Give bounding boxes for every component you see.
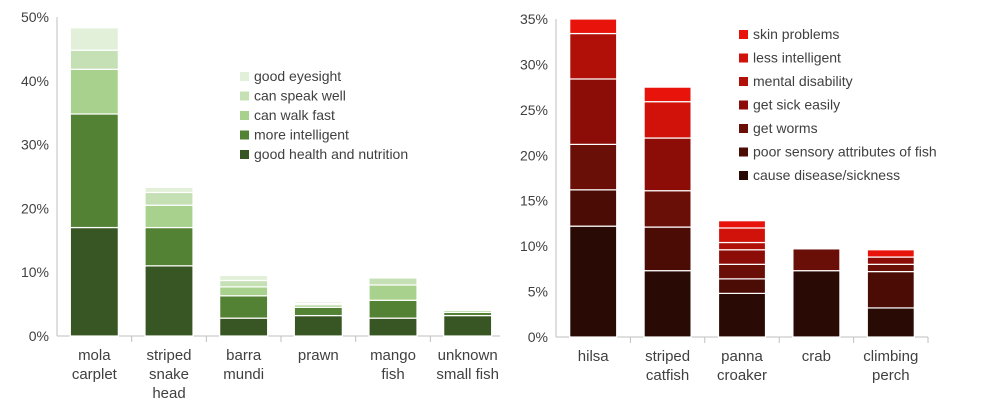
- left-category-label: unknown: [438, 347, 498, 364]
- right-y-tick-label: 10%: [520, 238, 548, 254]
- right-legend-label: skin problems: [753, 26, 839, 42]
- right-legend-label: poor sensory attributes of fish: [753, 144, 937, 160]
- right-bar-segment: [643, 190, 692, 228]
- right-legend-label: mental disability: [753, 73, 853, 89]
- right-bar-segment: [569, 225, 618, 338]
- left-legend-swatch: [240, 150, 249, 159]
- right-category-label: climbing: [863, 348, 918, 365]
- left-y-tick-label: 30%: [21, 137, 49, 153]
- left-bar-segment: [69, 226, 119, 337]
- left-y-tick-label: 50%: [21, 9, 49, 25]
- right-y-tick-label: 20%: [520, 147, 548, 163]
- right-bar-segment: [717, 220, 767, 229]
- right-bar-segment: [866, 263, 915, 273]
- right-category-label: hilsa: [578, 348, 610, 365]
- left-legend-swatch: [240, 72, 249, 81]
- right-y-tick-label: 30%: [520, 56, 548, 72]
- left-bar-segment: [293, 300, 343, 305]
- left-bar-segment: [219, 274, 269, 282]
- right-bar-segment: [792, 248, 841, 272]
- right-legend-swatch: [739, 53, 748, 63]
- right-legend-label: less intelligent: [753, 50, 841, 66]
- left-category-label: fish: [381, 366, 404, 383]
- left-legend-label: more intelligent: [254, 127, 349, 143]
- left-legend-swatch: [240, 111, 249, 120]
- right-bar-segment: [569, 189, 618, 227]
- right-category-label: perch: [872, 367, 910, 384]
- left-legend-label: can walk fast: [254, 107, 335, 123]
- right-category-label: croaker: [717, 367, 767, 384]
- right-category-label: catfish: [646, 367, 689, 384]
- right-legend-label: cause disease/sickness: [753, 167, 900, 183]
- left-stacked-bar-chart: 0% 10% 20% 30% 40% 50% mola carplet striped snake…: [21, 9, 500, 402]
- right-bar-segment: [717, 241, 767, 251]
- left-y-tick-label: 0%: [29, 328, 49, 344]
- left-bar-segment: [69, 27, 119, 51]
- right-bar-segment: [866, 270, 915, 309]
- left-legend-swatch: [240, 91, 249, 101]
- left-y-tick-label: 20%: [21, 200, 49, 216]
- left-y-tick-label: 10%: [21, 264, 49, 280]
- right-bar-segment: [717, 263, 767, 280]
- right-bar-segment: [569, 143, 618, 191]
- right-category-label: crab: [802, 348, 831, 365]
- right-legend-swatch: [739, 147, 748, 157]
- left-bar-segment: [144, 265, 194, 337]
- right-bar-segment: [569, 18, 618, 35]
- right-bar-segment: [717, 249, 767, 265]
- right-legend-label: get worms: [753, 120, 818, 136]
- right-y-tick-label: 0%: [528, 329, 548, 345]
- left-category-label: snake: [149, 366, 189, 383]
- right-bar-segment: [866, 307, 915, 338]
- right-category-label: panna: [721, 348, 763, 365]
- left-y-tick-label: 40%: [21, 73, 49, 89]
- left-bar-segment: [443, 307, 493, 310]
- right-y-tick-label: 25%: [520, 102, 548, 118]
- left-category-label: carplet: [72, 366, 118, 383]
- right-bar-segment: [643, 101, 692, 139]
- left-bar-segment: [69, 113, 119, 229]
- right-bar-segment: [866, 256, 915, 265]
- right-bar-segment: [569, 32, 618, 80]
- left-category-label: mundi: [223, 366, 264, 383]
- right-bar-segment: [643, 226, 692, 272]
- left-bar-segment: [69, 68, 119, 115]
- left-legend-label: good eyesight: [254, 68, 341, 84]
- left-category-label: barra: [226, 347, 262, 364]
- right-bar-segment: [569, 78, 618, 145]
- right-bar-segment: [643, 137, 692, 192]
- right-legend-swatch: [739, 124, 748, 133]
- right-bar-segment: [866, 249, 915, 258]
- right-legend-label: get sick easily: [753, 97, 840, 113]
- left-category-label: mango: [370, 347, 416, 364]
- right-bar-segment: [643, 86, 692, 103]
- right-y-tick-label: 15%: [520, 193, 548, 209]
- left-category-label: striped: [146, 347, 191, 364]
- left-legend-label: can speak well: [254, 88, 346, 104]
- right-bar-segment: [717, 227, 767, 244]
- right-legend-swatch: [739, 100, 748, 110]
- right-legend-swatch: [739, 171, 748, 180]
- left-category-label: head: [152, 385, 185, 402]
- left-bar-segment: [144, 186, 194, 194]
- right-bar-segment: [717, 278, 767, 294]
- left-legend-swatch: [240, 130, 249, 140]
- right-bar-segment: [643, 270, 692, 338]
- right-bar-segment: [717, 292, 767, 338]
- left-bar-segment: [368, 276, 418, 279]
- right-y-tick-label: 35%: [520, 11, 548, 27]
- right-category-label: striped: [645, 348, 690, 365]
- left-category-label: small fish: [436, 366, 499, 383]
- right-y-tick-label: 5%: [528, 284, 548, 300]
- left-legend-label: good health and nutrition: [254, 146, 408, 162]
- right-legend-swatch: [739, 77, 748, 86]
- right-legend-swatch: [739, 30, 748, 39]
- left-category-label: prawn: [298, 347, 339, 364]
- right-bar-segment: [792, 270, 841, 338]
- left-category-label: mola: [78, 347, 111, 364]
